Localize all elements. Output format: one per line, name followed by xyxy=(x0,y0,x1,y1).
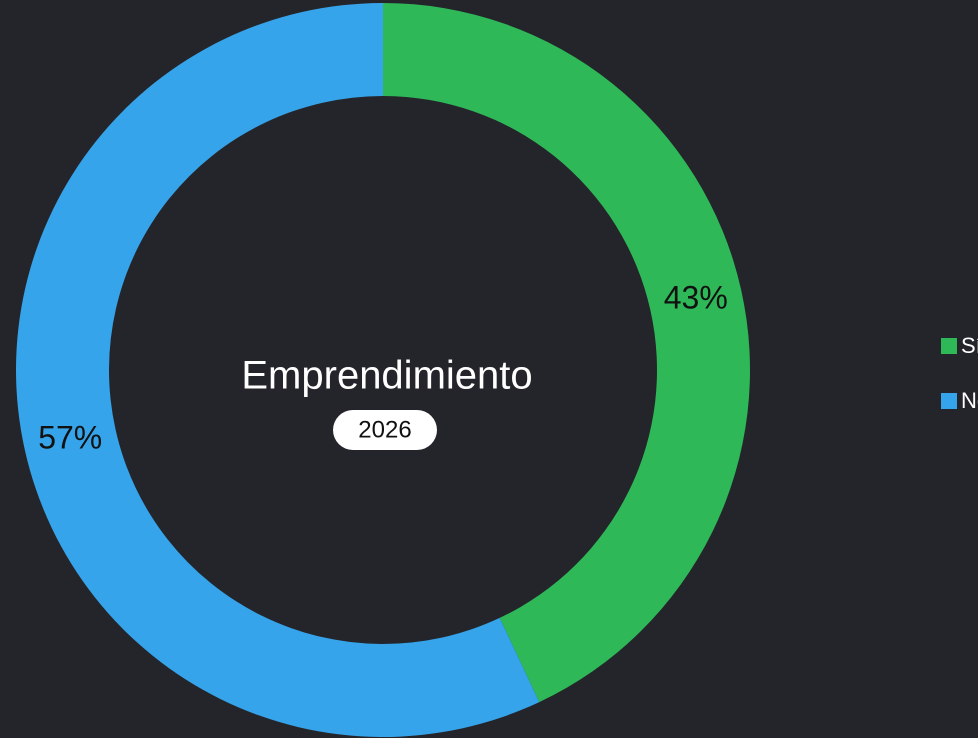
legend-label: Sí xyxy=(961,333,978,358)
legend-swatch xyxy=(941,338,957,354)
center-subtitle: 2026 xyxy=(358,416,411,443)
data-label: 57% xyxy=(38,419,102,455)
data-label: 43% xyxy=(664,280,728,316)
legend-label: No xyxy=(961,388,978,413)
center-title: Emprendimiento xyxy=(241,354,532,398)
center-pill xyxy=(333,410,437,450)
slice xyxy=(383,3,750,703)
slice xyxy=(15,3,540,737)
legend-swatch xyxy=(941,393,957,409)
